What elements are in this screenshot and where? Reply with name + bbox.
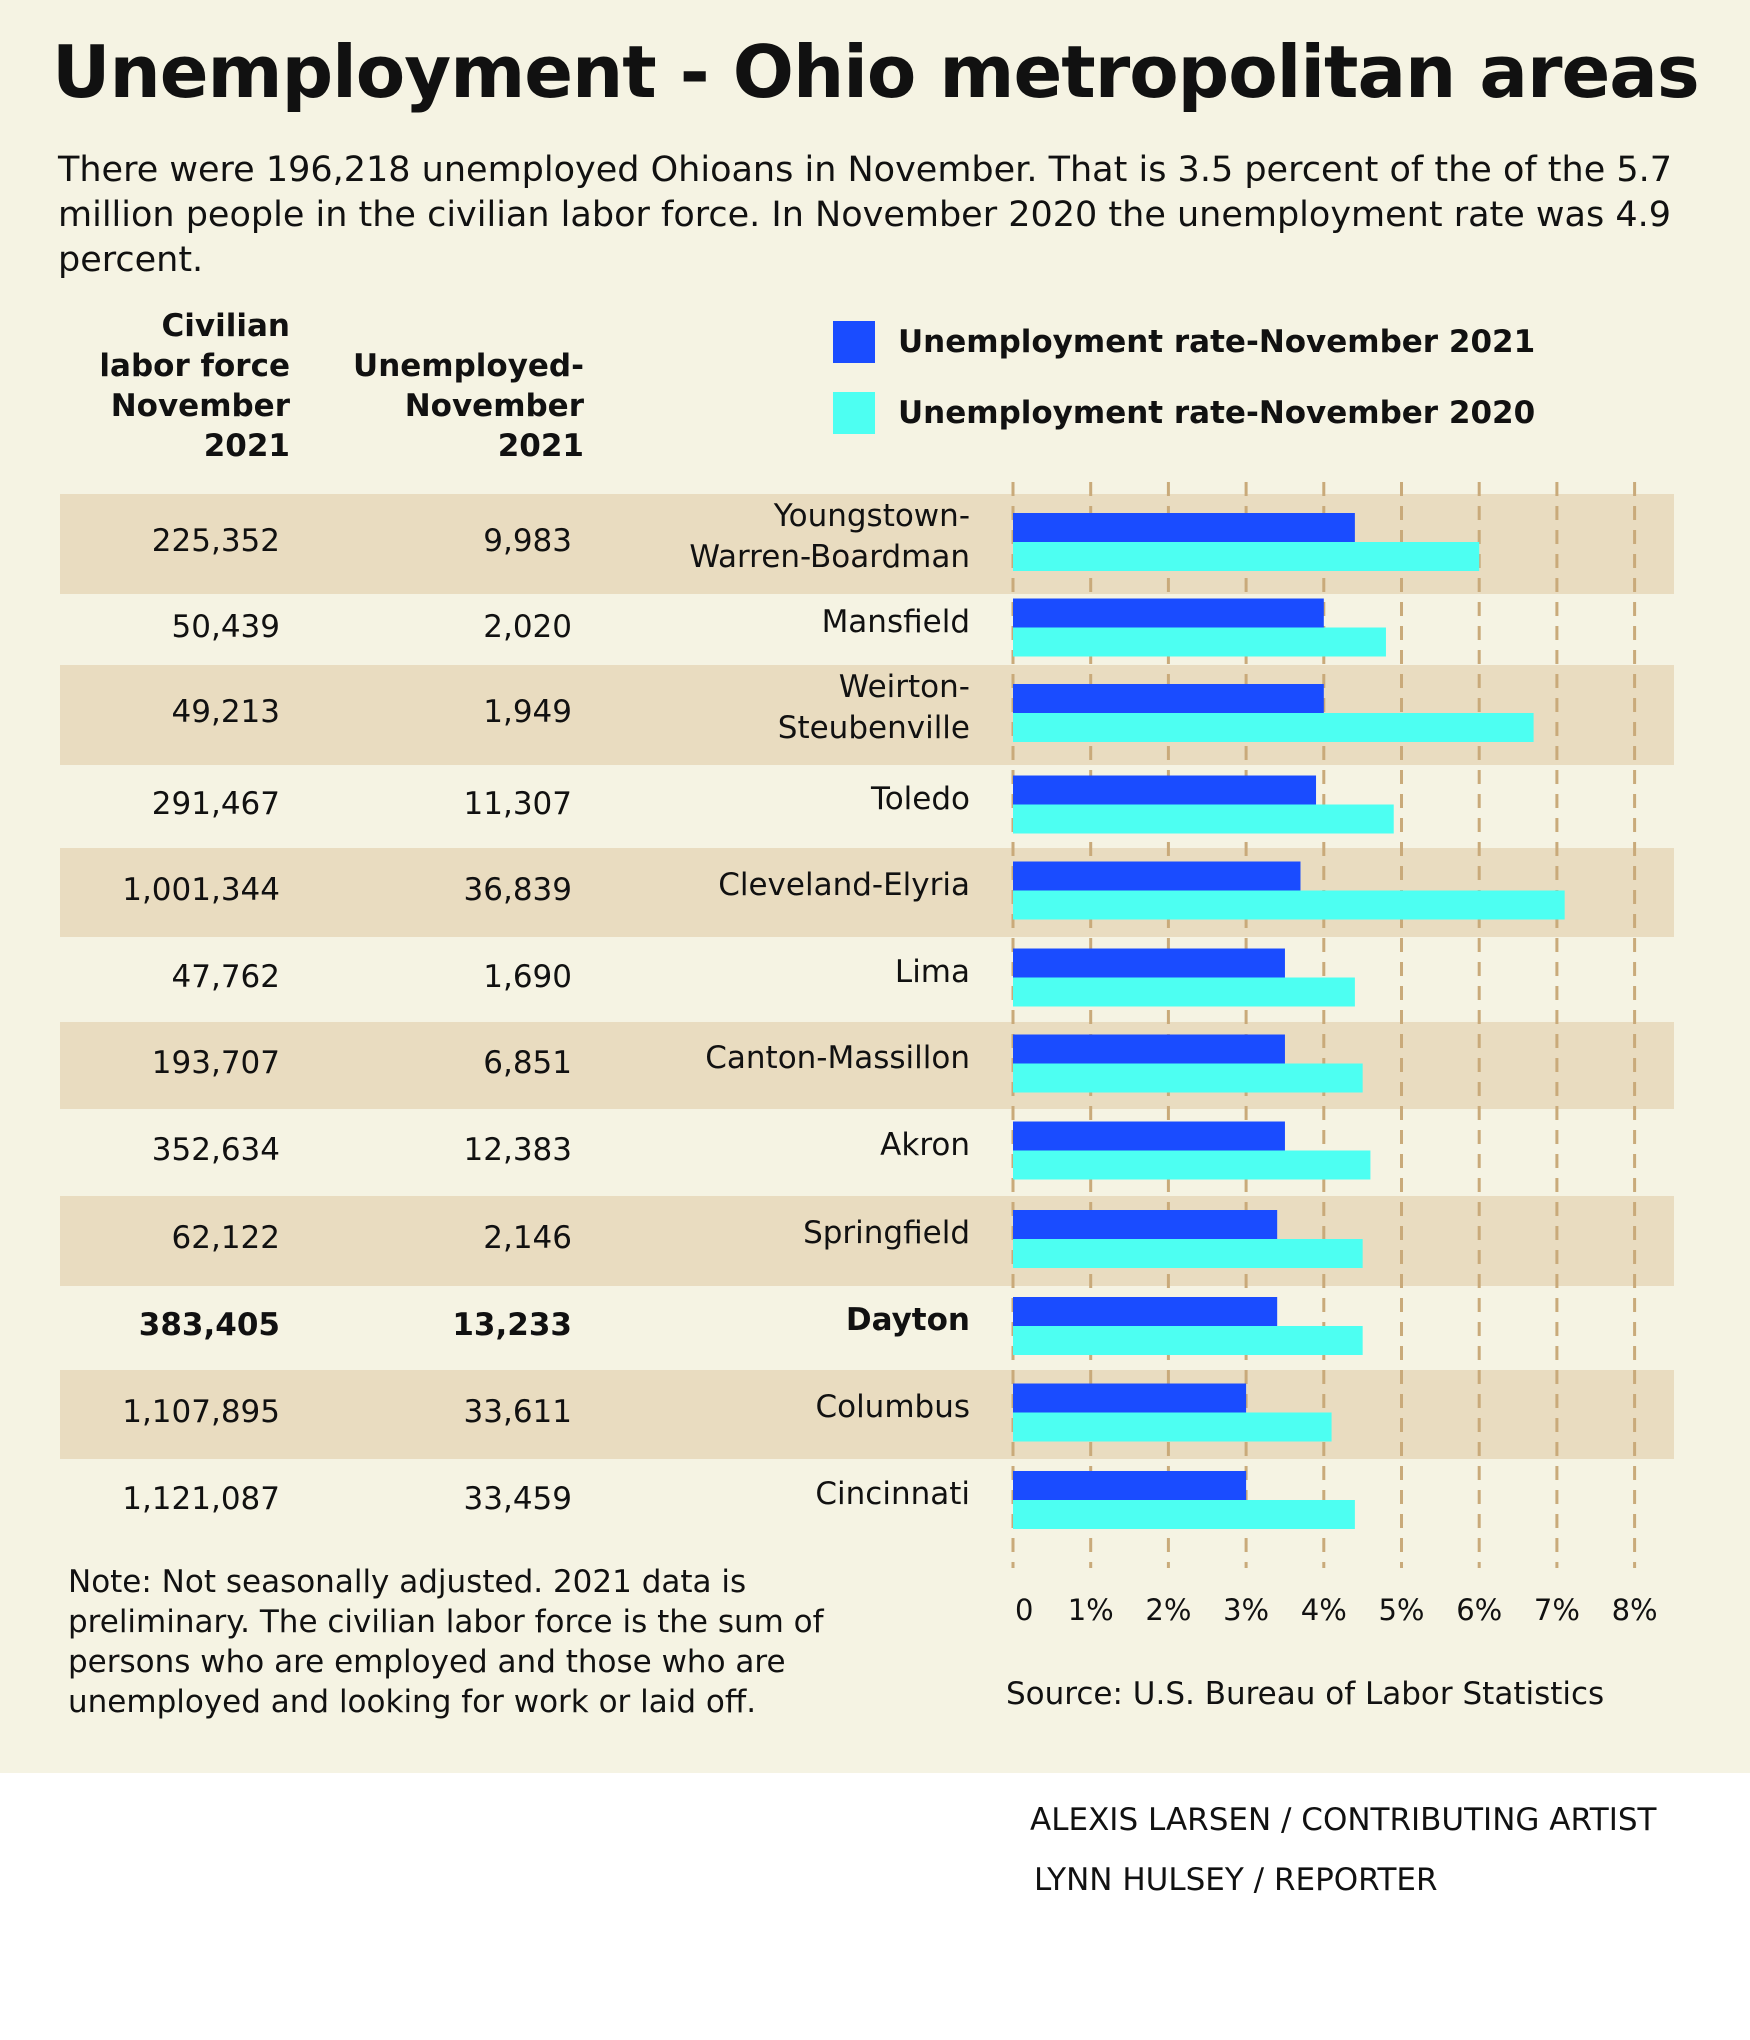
bar-2021	[1013, 1297, 1278, 1326]
metro-label: Dayton	[530, 1300, 970, 1341]
metro-label-line: Youngstown-	[773, 498, 970, 534]
x-tick-label: 1%	[1068, 1593, 1114, 1627]
bar-2020	[1013, 1326, 1363, 1355]
x-tick-label: 2%	[1145, 1593, 1191, 1627]
labor-force-cell: 225,352	[151, 523, 280, 559]
credit-reporter: LYNN HULSEY / REPORTER	[1034, 1862, 1438, 1898]
metro-label: Lima	[530, 952, 970, 993]
legend-label-2020: Unemployment rate-November 2020	[898, 395, 1536, 431]
credit-artist: ALEXIS LARSEN / CONTRIBUTING ARTIST	[1030, 1802, 1657, 1838]
metro-label: Weirton- Steubenville	[530, 667, 970, 749]
legend-swatch-2021	[833, 321, 875, 363]
labor-force-cell: 49,213	[171, 694, 280, 730]
unemployed-cell: 33,611	[463, 1393, 572, 1430]
metro-label-line: Toledo	[871, 780, 970, 817]
metro-label: Akron	[530, 1125, 970, 1166]
metro-label-line: Steubenville	[777, 710, 970, 746]
chart-subtitle: There were 196,218 unemployed Ohioans in…	[58, 150, 1673, 280]
labor-force-cell: 193,707	[151, 1044, 280, 1081]
unemployed-header: Unemployed- November 2021	[353, 348, 584, 464]
source-note: Source: U.S. Bureau of Labor Statistics	[1006, 1676, 1605, 1712]
x-tick-label: 7%	[1534, 1593, 1580, 1627]
x-tick-label: 6%	[1456, 1593, 1502, 1627]
footnote: Note: Not seasonally adjusted. 2021 data…	[68, 1564, 824, 1720]
unemployed-cell: 6,851	[483, 1044, 572, 1081]
metro-label: Canton-Massillon	[530, 1038, 970, 1079]
row-band	[60, 1022, 1674, 1109]
metro-label-line: Columbus	[815, 1388, 970, 1425]
bar-2020	[1013, 977, 1355, 1007]
labor-force-cell: 383,405	[138, 1307, 280, 1343]
metro-label-line: Cleveland-Elyria	[718, 866, 970, 903]
metro-label-line: Weirton-	[838, 669, 970, 705]
unemployed-cell: 11,307	[463, 785, 572, 822]
metro-label-line: Cincinnati	[815, 1476, 970, 1512]
labor-force-cell: 291,467	[151, 785, 280, 822]
bar-2021	[1013, 598, 1324, 628]
row-band	[60, 1196, 1674, 1286]
x-tick-label: 8%	[1612, 1593, 1658, 1627]
chart-title: Unemployment - Ohio metropolitan areas	[52, 30, 1700, 114]
bar-2021	[1013, 1471, 1247, 1500]
x-tick-label: 5%	[1378, 1593, 1424, 1627]
unemployed-cell: 2,020	[483, 608, 572, 645]
metro-label: Columbus	[530, 1387, 970, 1428]
bar-2020	[1013, 1239, 1363, 1268]
metro-label-line: Mansfield	[821, 603, 970, 640]
bar-2021	[1013, 775, 1317, 805]
unemployed-cell: 9,983	[483, 523, 572, 559]
labor-force-cell: 50,439	[171, 608, 280, 645]
bar-2021	[1013, 1383, 1247, 1413]
unemployed-cell: 33,459	[463, 1481, 572, 1517]
bar-2021	[1013, 948, 1285, 978]
labor-force-cell: 47,762	[171, 958, 280, 995]
metro-label-line: Dayton	[845, 1302, 970, 1338]
metro-label-line: Warren-Boardman	[689, 539, 970, 575]
bar-2020	[1013, 890, 1565, 920]
legend-label-2021: Unemployment rate-November 2021	[898, 324, 1536, 360]
metro-label-line: Lima	[894, 953, 970, 990]
unemployed-cell: 1,690	[483, 958, 572, 995]
row-band	[60, 1370, 1674, 1459]
x-tick-label: 0	[1015, 1593, 1033, 1627]
bar-2020	[1013, 542, 1480, 571]
unemployed-cell: 1,949	[483, 694, 572, 730]
unemployed-cell: 13,233	[452, 1307, 572, 1343]
bar-2020	[1013, 1412, 1332, 1442]
metro-label-line: Akron	[880, 1126, 970, 1163]
labor-force-cell: 1,121,087	[122, 1481, 280, 1517]
labor-force-cell: 352,634	[151, 1131, 280, 1168]
bar-2020	[1013, 804, 1394, 834]
labor-force-header: Civilian labor force November 2021	[99, 308, 290, 464]
bar-2020	[1013, 713, 1534, 742]
metro-label: Cleveland-Elyria	[530, 865, 970, 906]
metro-label-line: Canton-Massillon	[705, 1039, 970, 1076]
x-tick-label: 3%	[1223, 1593, 1269, 1627]
metro-label: Springfield	[530, 1213, 970, 1254]
legend-swatch-2020	[833, 392, 875, 434]
unemployed-cell: 2,146	[483, 1220, 572, 1256]
bar-2020	[1013, 1063, 1363, 1093]
metro-label: Toledo	[530, 779, 970, 820]
metro-label-line: Springfield	[803, 1215, 970, 1251]
labor-force-cell: 1,001,344	[122, 871, 280, 908]
bar-2021	[1013, 684, 1324, 713]
unemployed-cell: 12,383	[463, 1131, 572, 1168]
metro-label: Cincinnati	[530, 1474, 970, 1515]
unemployed-cell: 36,839	[463, 871, 572, 908]
bar-2021	[1013, 1210, 1278, 1239]
bar-2021	[1013, 861, 1301, 891]
bar-2020	[1013, 1150, 1371, 1180]
bar-chart: 0 1% 2% 3% 4% 5% 6% 7% 8%	[1011, 482, 1658, 1627]
labor-force-cell: 1,107,895	[122, 1393, 280, 1430]
bar-2021	[1013, 1034, 1285, 1064]
bar-2021	[1013, 1121, 1285, 1151]
labor-force-cell: 62,122	[171, 1220, 280, 1256]
bar-2020	[1013, 627, 1386, 657]
metro-label: Youngstown- Warren-Boardman	[530, 496, 970, 578]
bar-2021	[1013, 513, 1355, 542]
x-tick-label: 4%	[1301, 1593, 1347, 1627]
metro-label: Mansfield	[530, 602, 970, 643]
bar-2020	[1013, 1500, 1355, 1529]
